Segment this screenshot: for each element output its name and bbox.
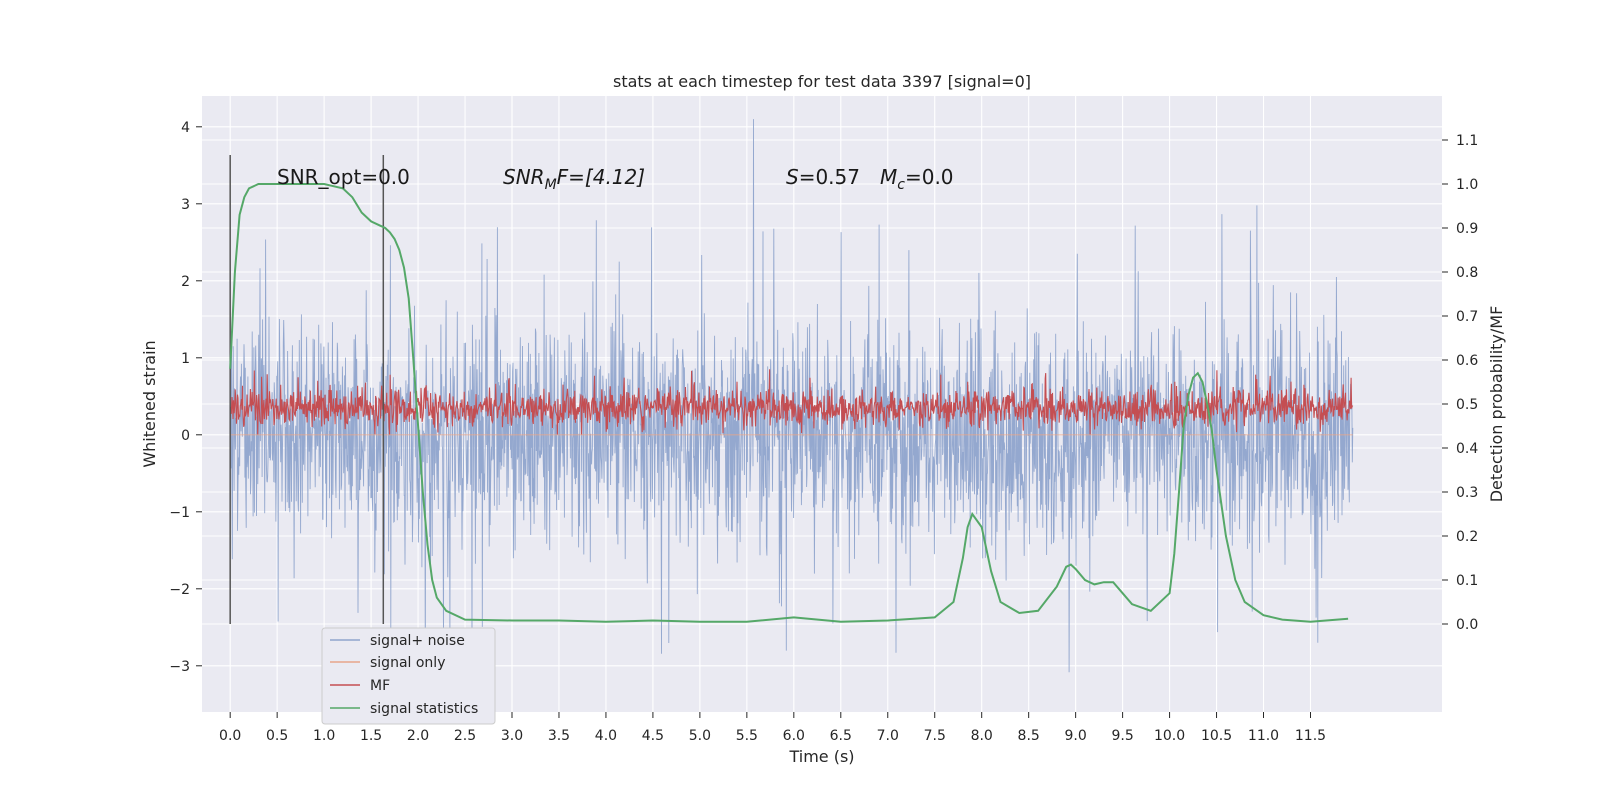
x-tick-label: 7.5 xyxy=(924,728,946,744)
x-tick-label: 5.0 xyxy=(689,728,711,744)
y2-axis-label: Detection probability/MF xyxy=(1487,306,1506,503)
x-tick-label: 8.5 xyxy=(1018,728,1040,744)
x-tick-label: 0.5 xyxy=(266,728,288,744)
y2-tick-label: 0.8 xyxy=(1456,265,1478,281)
y2-tick-label: 0.4 xyxy=(1456,441,1478,457)
y2-tick-label: 0.2 xyxy=(1456,529,1478,545)
x-tick-label: 4.0 xyxy=(595,728,617,744)
y-tick-label: 1 xyxy=(181,351,190,367)
y-axis-label: Whitened strain xyxy=(140,340,159,467)
x-tick-label: 0.0 xyxy=(219,728,241,744)
series-signal-noise xyxy=(229,119,1354,673)
legend-label-mf: MF xyxy=(370,678,390,694)
noise-trace xyxy=(229,119,1354,673)
x-tick-label: 1.5 xyxy=(360,728,382,744)
y-tick-label: 2 xyxy=(181,274,190,290)
tick-labels: 0.0 0.5 1.0 1.5 2.0 2.5 3.0 3.5 4.0 4.5 5.0 5.5 6.0 6… xyxy=(169,120,1478,744)
x-tick-label: 4.5 xyxy=(642,728,664,744)
chart-title: stats at each timestep for test data 339… xyxy=(613,72,1031,91)
annotation-snr-opt: SNR_opt=0.0 xyxy=(277,165,410,189)
x-tick-label: 9.0 xyxy=(1065,728,1087,744)
x-tick-label: 7.0 xyxy=(877,728,899,744)
legend-box xyxy=(321,627,496,725)
series-signal-statistics xyxy=(229,183,1349,623)
y-tick-label: 0 xyxy=(181,428,190,444)
y2-tick-label: 0.0 xyxy=(1456,617,1478,633)
x-tick-label: 5.5 xyxy=(736,728,758,744)
x-tick-label: 11.0 xyxy=(1248,728,1279,744)
grid xyxy=(202,96,1442,712)
y2-tick-label: 0.5 xyxy=(1456,397,1478,413)
legend: signal+ noise signal only MF signal stat… xyxy=(321,627,496,725)
y2-tick-label: 1.1 xyxy=(1456,133,1478,149)
x-tick-label: 6.0 xyxy=(783,728,805,744)
annotation-s: S=0.57 xyxy=(786,165,860,189)
y-tick-label: −2 xyxy=(169,582,190,598)
legend-label-signal-statistics: signal statistics xyxy=(370,701,478,717)
x-tick-label: 10.0 xyxy=(1154,728,1185,744)
annotation-mc: Mc=0.0 xyxy=(880,165,954,193)
y2-tick-label: 0.9 xyxy=(1456,221,1478,237)
x-tick-label: 11.5 xyxy=(1295,728,1326,744)
x-tick-label: 1.0 xyxy=(313,728,335,744)
x-tick-label: 3.5 xyxy=(548,728,570,744)
x-tick-label: 6.5 xyxy=(830,728,852,744)
x-tick-label: 10.5 xyxy=(1201,728,1232,744)
y2-tick-label: 0.1 xyxy=(1456,573,1478,589)
signal-statistics-line xyxy=(229,183,1349,623)
y2-tick-label: 0.3 xyxy=(1456,485,1478,501)
legend-label-signal-noise: signal+ noise xyxy=(370,633,465,649)
x-axis-label: Time (s) xyxy=(788,747,854,766)
y-tick-label: −1 xyxy=(169,505,190,521)
x-tick-label: 9.5 xyxy=(1111,728,1133,744)
y2-tick-label: 0.7 xyxy=(1456,309,1478,325)
x-tick-label: 8.0 xyxy=(971,728,993,744)
vertical-markers xyxy=(229,155,385,624)
y2-tick-label: 0.6 xyxy=(1456,353,1478,369)
annotation-snr-mf: SNRMF=[4.12] xyxy=(503,165,645,193)
x-tick-label: 2.0 xyxy=(407,728,429,744)
y2-tick-label: 1.0 xyxy=(1456,177,1478,193)
x-tick-label: 3.0 xyxy=(501,728,523,744)
x-tick-label: 2.5 xyxy=(454,728,476,744)
legend-label-signal-only: signal only xyxy=(370,655,445,671)
y-tick-label: 4 xyxy=(181,120,190,136)
y-tick-label: 3 xyxy=(181,197,190,213)
y-tick-label: −3 xyxy=(169,659,190,675)
